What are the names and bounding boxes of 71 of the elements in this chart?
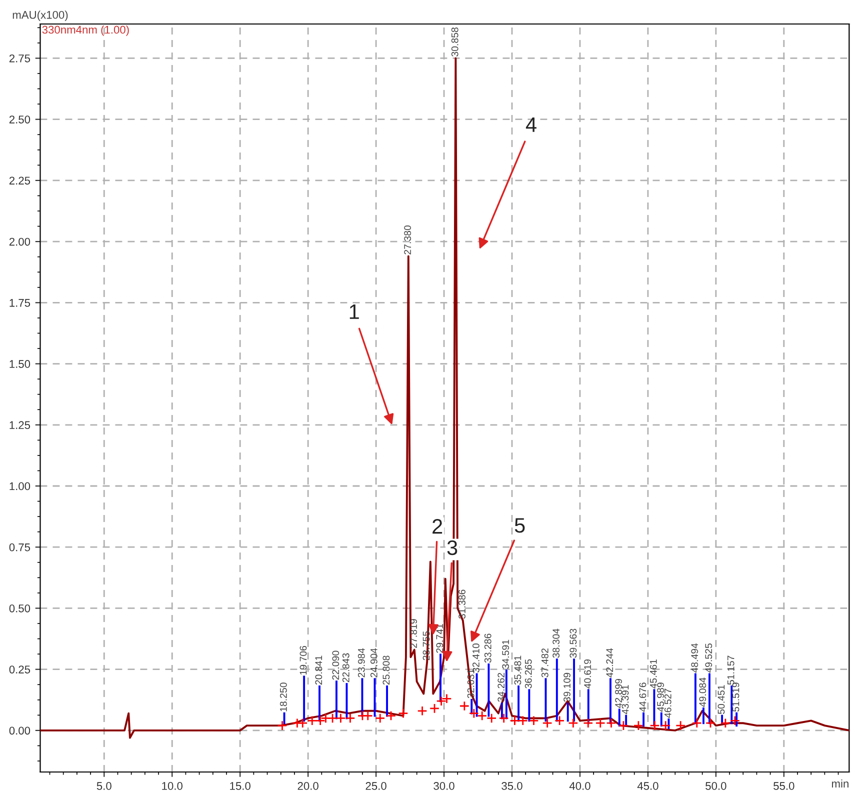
x-tick-label: 30.0 — [434, 782, 454, 790]
annotation: 38.304 — [552, 628, 560, 658]
x-axis-title: min — [832, 779, 848, 788]
annotation: 20.841 — [315, 656, 322, 685]
annotation: 18.250 — [280, 682, 287, 712]
x-tick-label: 20.0 — [298, 782, 318, 790]
annotation: 39.563 — [570, 628, 577, 658]
x-tick-label: 15.0 — [230, 782, 250, 790]
x-tick-label: 10.0 — [162, 782, 182, 790]
annotation: 32.031 — [467, 669, 474, 698]
x-tick-label: 25.0 — [366, 782, 386, 790]
annotation: 1 — [350, 304, 359, 319]
annotation: 27.380 — [404, 225, 411, 254]
annotation: 49.084 — [699, 678, 706, 707]
annotation: 34.262 — [498, 672, 505, 702]
annotation: 28.755 — [422, 631, 430, 660]
y-axis-title: mAU(x100) — [12, 10, 68, 22]
annotation: 3 — [447, 540, 458, 556]
annotation: 42.244 — [606, 648, 613, 678]
annotation: 330nm4nm (1.00) — [42, 25, 129, 36]
y-tick-label: 2.75 — [9, 54, 30, 62]
annotation: 40.619 — [584, 659, 591, 688]
annotation: 30.858 — [451, 28, 458, 56]
y-tick-label: 0.50 — [9, 604, 30, 612]
annotation: 22.090 — [332, 650, 340, 680]
y-tick-label: 2.00 — [9, 238, 30, 246]
annotation: 35.481 — [514, 656, 522, 685]
annotation: 51.157 — [727, 656, 734, 685]
y-tick-label: 1.25 — [10, 421, 30, 430]
annotation: 22.843 — [342, 653, 350, 682]
annotation: 42.899 — [615, 679, 622, 708]
annotation: 29.741 — [436, 624, 444, 653]
x-tick-label: 50.0 — [706, 782, 726, 790]
annotation: 45.989 — [657, 682, 664, 712]
annotation: 50.451 — [718, 685, 725, 714]
x-tick-label: 45.0 — [637, 782, 658, 790]
annotation: 51.519 — [732, 682, 740, 712]
annotation: 27.819 — [410, 619, 417, 648]
x-tick-label: 5.0 — [96, 782, 112, 790]
annotation: 49.525 — [705, 644, 712, 673]
annotation: 25.808 — [382, 656, 390, 685]
y-tick-label: 2.25 — [9, 176, 30, 185]
annotation: 4 — [526, 118, 536, 132]
annotation: 2 — [432, 519, 442, 534]
annotation: 37.482 — [541, 648, 548, 678]
annotation: 48.494 — [691, 643, 698, 673]
y-tick-label: 0.00 — [9, 726, 30, 735]
annotation: 19.706 — [300, 646, 307, 675]
x-tick-label: 40.0 — [569, 782, 590, 790]
annotation: 5 — [514, 518, 525, 533]
y-tick-label: 0.75 — [9, 543, 30, 552]
y-tick-label: 2.50 — [9, 116, 30, 124]
annotation: 43.391 — [622, 685, 629, 714]
annotation: 33.286 — [484, 634, 492, 663]
annotation: 23.984 — [358, 648, 365, 678]
annotation: 31.386 — [458, 590, 466, 619]
y-tick-label: 0.25 — [9, 666, 30, 674]
annotation: 32.410 — [472, 643, 480, 672]
annotation: 24.904 — [370, 648, 378, 678]
y-tick-label: 1.50 — [10, 360, 30, 368]
line-series — [40, 57, 850, 739]
annotation: 39.109 — [564, 672, 570, 702]
annotation: 36.265 — [524, 659, 532, 688]
y-tick-label: 1.00 — [10, 482, 30, 490]
x-tick-label: 55.0 — [774, 782, 794, 790]
y-tick-label: 1.75 — [10, 299, 30, 307]
annotation: 46.527 — [664, 688, 672, 718]
annotation: 34.591 — [502, 640, 510, 669]
x-tick-label: 35.0 — [502, 782, 522, 790]
annotation: 44.676 — [639, 682, 646, 712]
annotation: 45.461 — [650, 659, 657, 688]
